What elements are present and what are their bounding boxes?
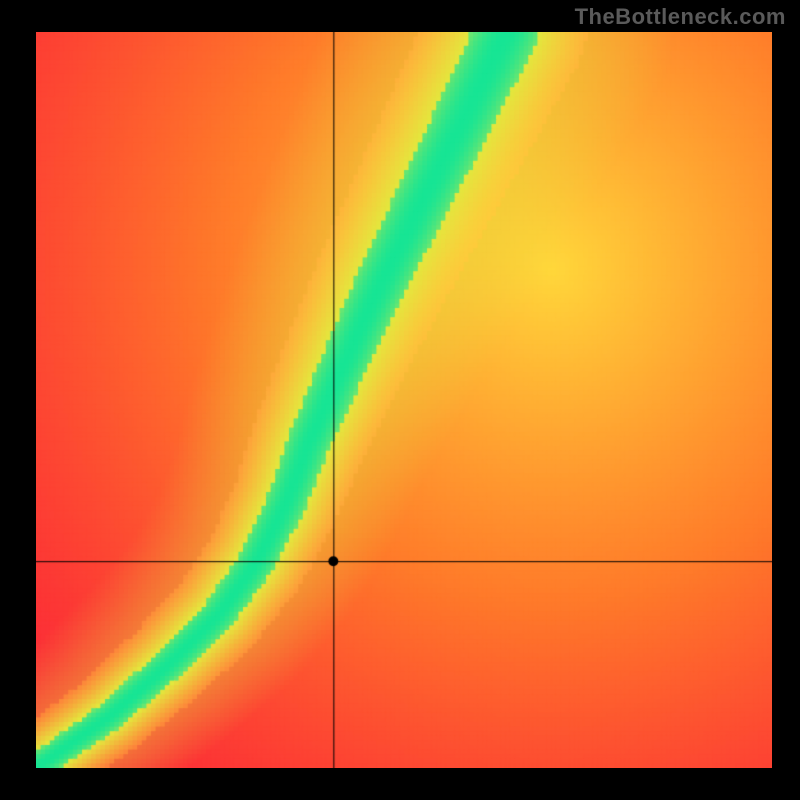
watermark-text: TheBottleneck.com [575,4,786,30]
chart-container: TheBottleneck.com [0,0,800,800]
bottleneck-heatmap [36,32,772,768]
